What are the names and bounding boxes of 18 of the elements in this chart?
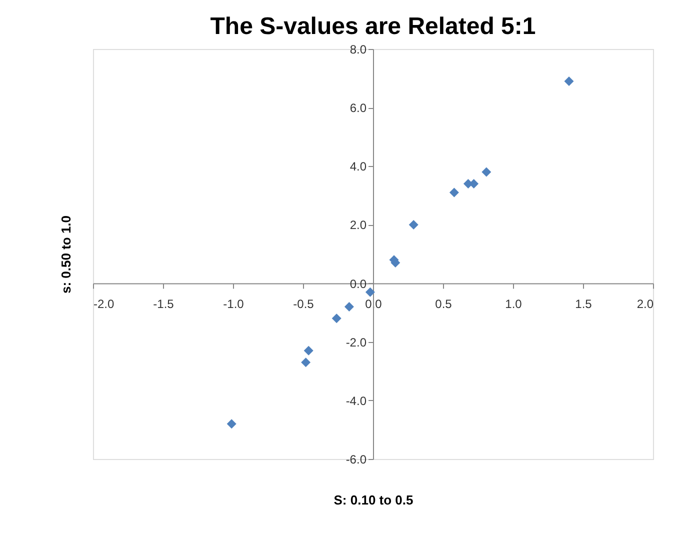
y-tick-label: -2.0 [346, 335, 367, 350]
x-tick-label: 1.5 [575, 296, 592, 311]
y-tick-label: 2.0 [350, 218, 367, 232]
y-tick-label: -4.0 [346, 394, 367, 408]
y-tick-label: -6.0 [346, 452, 367, 466]
x-tick-label: -1.0 [223, 296, 244, 311]
x-tick-label: -1.5 [153, 296, 174, 311]
x-tick-label: 2.0 [636, 296, 654, 311]
y-axis-title: s: 0.50 to 1.0 [58, 215, 74, 294]
x-tick-label: 0.5 [435, 296, 452, 311]
x-tick-label: -2.0 [94, 296, 115, 311]
x-tick-label: -0.5 [293, 296, 314, 311]
y-tick-label: 4.0 [350, 160, 367, 174]
chart-title: The S-values are Related 5:1 [210, 13, 536, 40]
y-tick-label: 8.0 [350, 42, 367, 56]
x-axis-title: S: 0.10 to 0.5 [334, 492, 414, 508]
y-tick-label: 6.0 [350, 101, 367, 116]
x-tick-label: 1.0 [505, 296, 522, 311]
